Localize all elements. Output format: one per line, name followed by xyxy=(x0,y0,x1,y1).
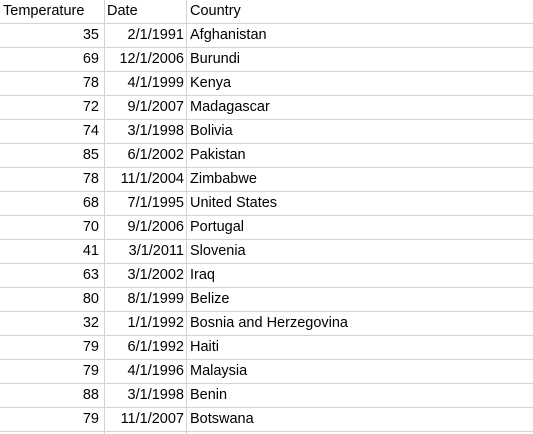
cell-country[interactable]: Zimbabwe xyxy=(186,168,533,191)
cell-temperature[interactable]: 35 xyxy=(0,24,104,47)
table-row: 78 11/1/2004 Zimbabwe xyxy=(0,168,533,192)
cell-date[interactable]: 3/1/2011 xyxy=(104,240,186,263)
cell-date[interactable]: 4/1/1996 xyxy=(104,360,186,383)
header-date[interactable]: Date xyxy=(104,0,186,23)
table-row: 79 6/1/1992 Haiti xyxy=(0,336,533,360)
cell-date[interactable]: 6/1/1992 xyxy=(104,336,186,359)
cell-temperature[interactable]: 79 xyxy=(0,360,104,383)
cell-country[interactable]: Madagascar xyxy=(186,96,533,119)
table-row: 70 9/1/2006 Portugal xyxy=(0,216,533,240)
table-row: 85 6/1/2002 Pakistan xyxy=(0,144,533,168)
table-row: 63 3/1/2002 Iraq xyxy=(0,264,533,288)
cell-country[interactable]: Iraq xyxy=(186,264,533,287)
header-row: Temperature Date Country xyxy=(0,0,533,24)
cell-date[interactable]: 1/1/1992 xyxy=(104,312,186,335)
cell-date[interactable]: 7/1/1995 xyxy=(104,192,186,215)
cell-country[interactable]: Bosnia and Herzegovina xyxy=(186,312,533,335)
header-country[interactable]: Country xyxy=(186,0,533,23)
cell-date[interactable]: 3/1/2002 xyxy=(104,264,186,287)
cell-temperature[interactable]: 69 xyxy=(0,48,104,71)
cell-date[interactable]: 2/1/1991 xyxy=(104,24,186,47)
cell-date[interactable]: 12/1/2006 xyxy=(104,48,186,71)
cell-country[interactable]: Kenya xyxy=(186,72,533,95)
table-row: 80 8/1/1999 Belize xyxy=(0,288,533,312)
table-row: 78 4/1/1999 Kenya xyxy=(0,72,533,96)
cell-temperature[interactable]: 85 xyxy=(0,144,104,167)
table-body: 35 2/1/1991 Afghanistan 69 12/1/2006 Burundi 7… xyxy=(0,24,533,432)
cell-temperature[interactable]: 78 xyxy=(0,168,104,191)
cell-country[interactable]: Belize xyxy=(186,288,533,311)
cell-date[interactable]: 3/1/1998 xyxy=(104,120,186,143)
header-temperature[interactable]: Temperature xyxy=(0,0,104,23)
table-row: 69 12/1/2006 Burundi xyxy=(0,48,533,72)
cell-country[interactable]: United States xyxy=(186,192,533,215)
table-row: 68 7/1/1995 United States xyxy=(0,192,533,216)
cell-temperature[interactable]: 78 xyxy=(0,72,104,95)
cell-country[interactable]: Pakistan xyxy=(186,144,533,167)
cell-temperature[interactable]: 79 xyxy=(0,408,104,431)
cell-temperature[interactable]: 88 xyxy=(0,384,104,407)
cell-temperature[interactable]: 68 xyxy=(0,192,104,215)
cell-date[interactable]: 9/1/2007 xyxy=(104,96,186,119)
cell-temperature[interactable]: 72 xyxy=(0,96,104,119)
cell-temperature[interactable]: 70 xyxy=(0,216,104,239)
cell-country[interactable]: Portugal xyxy=(186,216,533,239)
cell-date[interactable]: 3/1/1998 xyxy=(104,384,186,407)
cell-date[interactable]: 6/1/2002 xyxy=(104,144,186,167)
table-row: 32 1/1/1992 Bosnia and Herzegovina xyxy=(0,312,533,336)
cell-date[interactable]: 9/1/2006 xyxy=(104,216,186,239)
cell-temperature[interactable]: 32 xyxy=(0,312,104,335)
table-row: 88 3/1/1998 Benin xyxy=(0,384,533,408)
cell-country[interactable]: Bolivia xyxy=(186,120,533,143)
cell-date[interactable]: 4/1/1999 xyxy=(104,72,186,95)
table-row: 72 9/1/2007 Madagascar xyxy=(0,96,533,120)
table-row: 41 3/1/2011 Slovenia xyxy=(0,240,533,264)
cell-temperature[interactable]: 63 xyxy=(0,264,104,287)
cell-temperature[interactable]: 74 xyxy=(0,120,104,143)
cell-temperature[interactable]: 79 xyxy=(0,336,104,359)
cell-date[interactable]: 11/1/2007 xyxy=(104,408,186,431)
cell-country[interactable]: Benin xyxy=(186,384,533,407)
cell-temperature[interactable]: 41 xyxy=(0,240,104,263)
cell-country[interactable]: Malaysia xyxy=(186,360,533,383)
cell-country[interactable]: Slovenia xyxy=(186,240,533,263)
cell-date[interactable]: 8/1/1999 xyxy=(104,288,186,311)
table-row: 79 11/1/2007 Botswana xyxy=(0,408,533,432)
cell-country[interactable]: Haiti xyxy=(186,336,533,359)
cell-country[interactable]: Botswana xyxy=(186,408,533,431)
cell-country[interactable]: Burundi xyxy=(186,48,533,71)
table-row: 79 4/1/1996 Malaysia xyxy=(0,360,533,384)
cell-country[interactable]: Afghanistan xyxy=(186,24,533,47)
table-row: 74 3/1/1998 Bolivia xyxy=(0,120,533,144)
cell-temperature[interactable]: 80 xyxy=(0,288,104,311)
table-row: 35 2/1/1991 Afghanistan xyxy=(0,24,533,48)
cell-date[interactable]: 11/1/2004 xyxy=(104,168,186,191)
